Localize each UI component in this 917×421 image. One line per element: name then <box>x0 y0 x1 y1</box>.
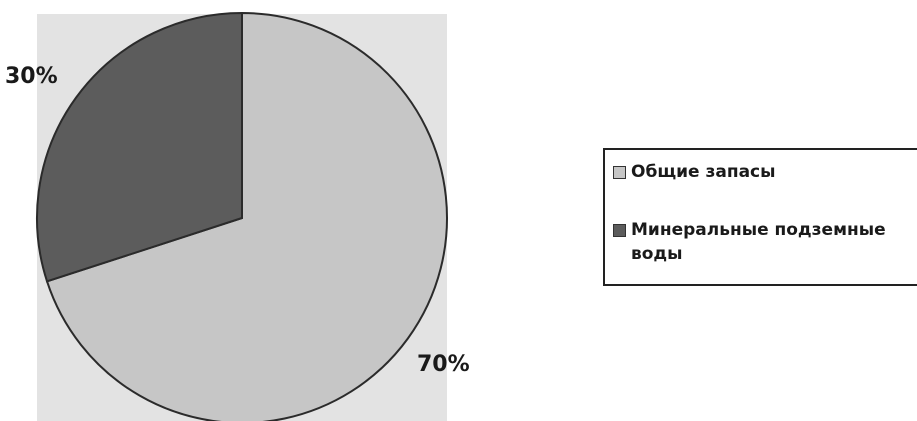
pie-slice-total-reserves <box>45 11 448 421</box>
slice-percent-label-mineral-water: 30% <box>5 64 58 89</box>
legend-item-mineral-water: Минеральные подземные воды <box>613 218 913 266</box>
slice-percent-label-total-reserves: 70% <box>417 352 470 377</box>
legend-label-total-reserves: Общие запасы <box>631 162 776 182</box>
legend-item-total-reserves: Общие запасы <box>613 160 776 184</box>
pie-slice-mineral-water <box>36 11 243 283</box>
legend-label-mineral-water: Минеральные подземные воды <box>631 220 886 264</box>
legend-swatch-total-reserves <box>613 166 626 179</box>
pie-slices <box>36 11 448 421</box>
legend-swatch-mineral-water <box>613 224 626 237</box>
chart-legend: Общие запасы Минеральные подземные воды <box>603 148 917 286</box>
